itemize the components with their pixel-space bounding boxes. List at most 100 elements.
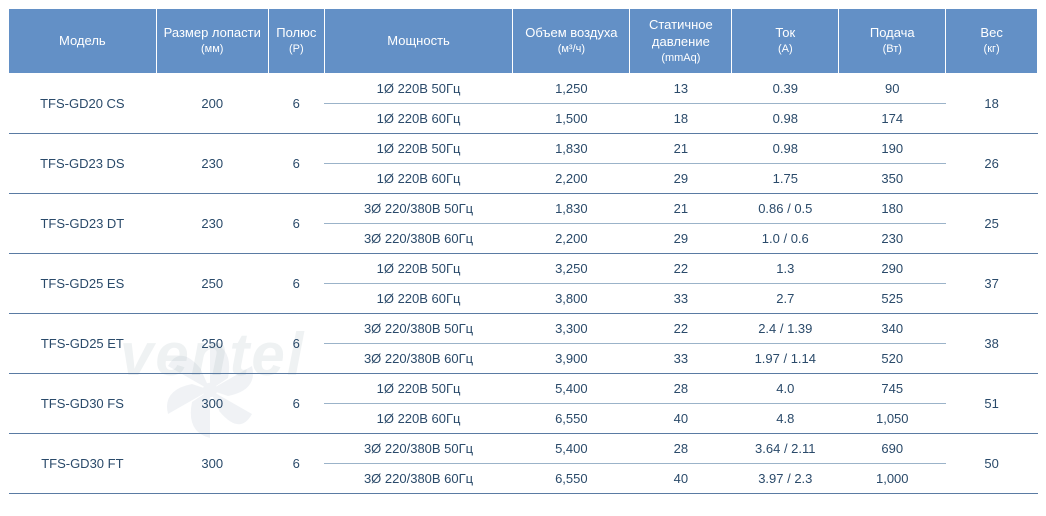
cell-blade: 200 <box>156 74 268 134</box>
cell-power: 1Ø 220B 60Гц <box>324 104 512 134</box>
cell-current: 4.0 <box>732 374 839 404</box>
spec-table: Модель Размер лопасти(мм) Полюс(P) Мощно… <box>8 8 1038 494</box>
cell-pressure: 28 <box>630 434 732 464</box>
cell-pressure: 13 <box>630 74 732 104</box>
cell-air: 6,550 <box>513 464 630 494</box>
cell-power: 3Ø 220/380B 50Гц <box>324 314 512 344</box>
cell-power: 1Ø 220B 50Гц <box>324 74 512 104</box>
cell-current: 3.97 / 2.3 <box>732 464 839 494</box>
cell-pole: 6 <box>268 434 324 494</box>
cell-pressure: 22 <box>630 314 732 344</box>
cell-supply: 690 <box>839 434 946 464</box>
cell-air: 2,200 <box>513 224 630 254</box>
cell-current: 0.86 / 0.5 <box>732 194 839 224</box>
table-row: TFS-GD23 DT23063Ø 220/380B 50Гц1,830210.… <box>9 194 1038 224</box>
cell-weight: 50 <box>946 434 1038 494</box>
cell-model: TFS-GD30 FT <box>9 434 157 494</box>
cell-blade: 250 <box>156 254 268 314</box>
cell-supply: 350 <box>839 164 946 194</box>
cell-supply: 90 <box>839 74 946 104</box>
cell-supply: 1,050 <box>839 404 946 434</box>
cell-model: TFS-GD20 CS <box>9 74 157 134</box>
cell-pressure: 29 <box>630 164 732 194</box>
table-body: TFS-GD20 CS20061Ø 220B 50Гц1,250130.3990… <box>9 74 1038 494</box>
cell-air: 5,400 <box>513 374 630 404</box>
cell-pressure: 29 <box>630 224 732 254</box>
cell-supply: 174 <box>839 104 946 134</box>
cell-supply: 520 <box>839 344 946 374</box>
cell-current: 3.64 / 2.11 <box>732 434 839 464</box>
cell-current: 1.3 <box>732 254 839 284</box>
cell-current: 1.75 <box>732 164 839 194</box>
cell-power: 1Ø 220B 50Гц <box>324 134 512 164</box>
cell-model: TFS-GD30 FS <box>9 374 157 434</box>
cell-air: 1,500 <box>513 104 630 134</box>
cell-pressure: 33 <box>630 284 732 314</box>
cell-model: TFS-GD23 DS <box>9 134 157 194</box>
header-weight: Вес(кг) <box>946 9 1038 74</box>
cell-air: 5,400 <box>513 434 630 464</box>
cell-weight: 18 <box>946 74 1038 134</box>
cell-power: 3Ø 220/380B 50Гц <box>324 434 512 464</box>
table-row: TFS-GD25 ES25061Ø 220B 50Гц3,250221.3290… <box>9 254 1038 284</box>
header-pole: Полюс(P) <box>268 9 324 74</box>
cell-model: TFS-GD25 ET <box>9 314 157 374</box>
cell-current: 0.98 <box>732 104 839 134</box>
cell-pole: 6 <box>268 134 324 194</box>
cell-supply: 745 <box>839 374 946 404</box>
cell-power: 3Ø 220/380B 50Гц <box>324 194 512 224</box>
cell-power: 3Ø 220/380B 60Гц <box>324 344 512 374</box>
cell-pressure: 28 <box>630 374 732 404</box>
header-model: Модель <box>9 9 157 74</box>
cell-power: 3Ø 220/380B 60Гц <box>324 464 512 494</box>
cell-pressure: 40 <box>630 464 732 494</box>
cell-air: 1,250 <box>513 74 630 104</box>
cell-weight: 38 <box>946 314 1038 374</box>
cell-current: 1.97 / 1.14 <box>732 344 839 374</box>
table-row: TFS-GD30 FS30061Ø 220B 50Гц5,400284.0745… <box>9 374 1038 404</box>
cell-supply: 1,000 <box>839 464 946 494</box>
cell-pole: 6 <box>268 194 324 254</box>
cell-pressure: 21 <box>630 194 732 224</box>
header-pressure: Статичное давление(mmAq) <box>630 9 732 74</box>
cell-supply: 525 <box>839 284 946 314</box>
cell-blade: 300 <box>156 434 268 494</box>
cell-pressure: 22 <box>630 254 732 284</box>
cell-power: 1Ø 220B 50Гц <box>324 374 512 404</box>
cell-current: 4.8 <box>732 404 839 434</box>
cell-pressure: 40 <box>630 404 732 434</box>
cell-supply: 340 <box>839 314 946 344</box>
cell-current: 2.4 / 1.39 <box>732 314 839 344</box>
cell-air: 1,830 <box>513 134 630 164</box>
cell-power: 1Ø 220B 60Гц <box>324 404 512 434</box>
cell-air: 6,550 <box>513 404 630 434</box>
cell-blade: 300 <box>156 374 268 434</box>
cell-pressure: 18 <box>630 104 732 134</box>
cell-weight: 25 <box>946 194 1038 254</box>
cell-pole: 6 <box>268 314 324 374</box>
cell-pole: 6 <box>268 374 324 434</box>
cell-current: 2.7 <box>732 284 839 314</box>
cell-current: 0.98 <box>732 134 839 164</box>
cell-power: 3Ø 220/380B 60Гц <box>324 224 512 254</box>
cell-weight: 26 <box>946 134 1038 194</box>
header-air: Объем воздуха(м³/ч) <box>513 9 630 74</box>
cell-power: 1Ø 220B 60Гц <box>324 164 512 194</box>
cell-pole: 6 <box>268 74 324 134</box>
cell-current: 1.0 / 0.6 <box>732 224 839 254</box>
cell-blade: 230 <box>156 194 268 254</box>
cell-supply: 290 <box>839 254 946 284</box>
header-supply: Подача(Вт) <box>839 9 946 74</box>
table-row: TFS-GD23 DS23061Ø 220B 50Гц1,830210.9819… <box>9 134 1038 164</box>
cell-supply: 230 <box>839 224 946 254</box>
table-row: TFS-GD25 ET25063Ø 220/380B 50Гц3,300222.… <box>9 314 1038 344</box>
cell-weight: 37 <box>946 254 1038 314</box>
cell-supply: 180 <box>839 194 946 224</box>
header-power: Мощность <box>324 9 512 74</box>
cell-supply: 190 <box>839 134 946 164</box>
cell-weight: 51 <box>946 374 1038 434</box>
cell-blade: 230 <box>156 134 268 194</box>
table-row: TFS-GD20 CS20061Ø 220B 50Гц1,250130.3990… <box>9 74 1038 104</box>
cell-air: 3,300 <box>513 314 630 344</box>
cell-air: 2,200 <box>513 164 630 194</box>
